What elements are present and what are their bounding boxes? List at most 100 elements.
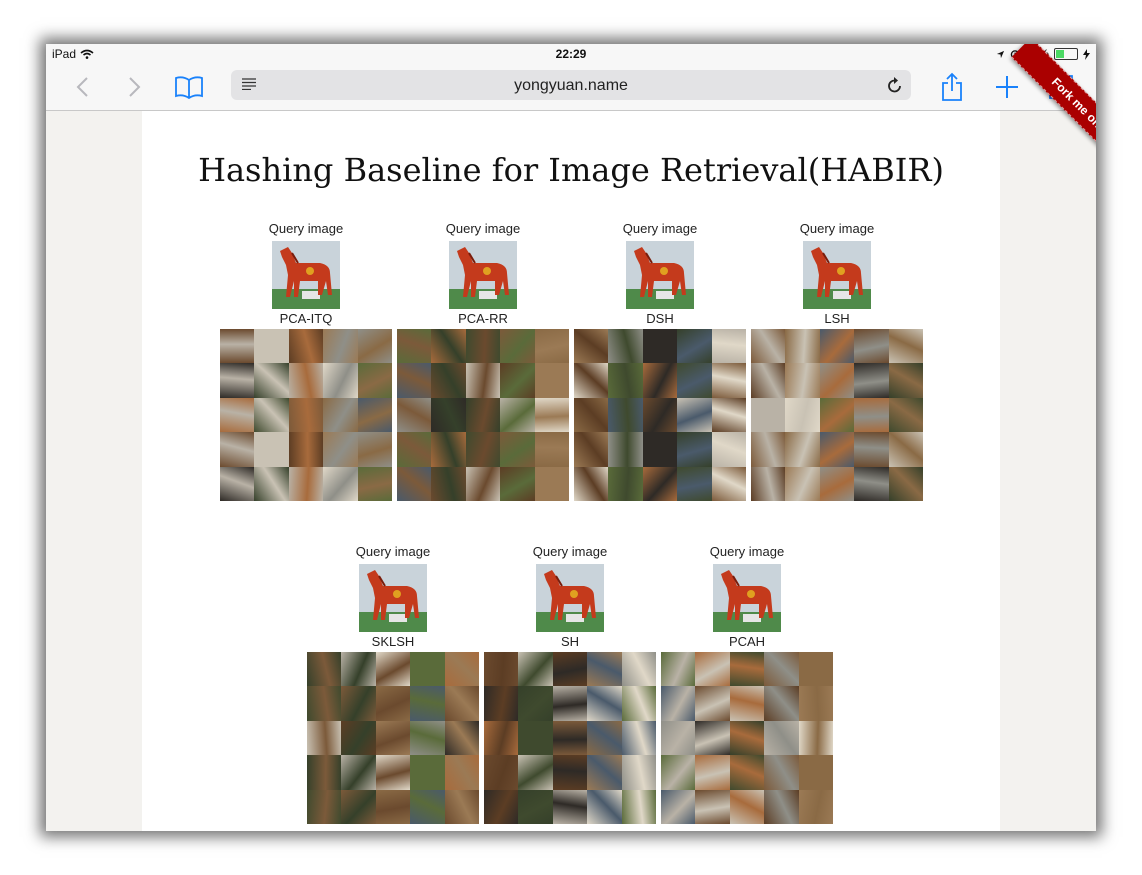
result-thumbnail <box>220 432 255 467</box>
address-bar[interactable]: yongyuan.name <box>231 70 911 100</box>
result-thumbnail <box>677 397 712 433</box>
query-image-label: Query image <box>622 221 698 236</box>
method-label: PCAH <box>728 634 766 649</box>
result-thumbnail <box>254 397 289 433</box>
retrieval-grid <box>574 329 746 501</box>
result-thumbnail <box>621 755 656 790</box>
result-thumbnail <box>397 432 432 467</box>
result-thumbnail <box>500 397 535 433</box>
result-thumbnail <box>397 397 432 433</box>
result-thumbnail <box>751 363 786 398</box>
bookmarks-button[interactable] <box>172 70 206 104</box>
method-label: SKLSH <box>371 634 415 649</box>
ipad-screen: iPad 22:29 40% <box>46 44 1096 831</box>
result-thumbnail <box>854 397 889 433</box>
result-thumbnail <box>764 720 799 756</box>
forward-icon <box>129 77 141 97</box>
result-thumbnail <box>444 720 479 756</box>
result-thumbnail <box>751 466 786 501</box>
result-thumbnail <box>484 755 519 790</box>
forward-button[interactable] <box>118 70 152 104</box>
result-thumbnail <box>220 397 255 433</box>
bookmarks-icon <box>175 76 203 99</box>
result-thumbnail <box>608 329 643 364</box>
query-image-label: Query image <box>445 221 521 236</box>
result-thumbnail <box>711 432 746 467</box>
result-thumbnail <box>375 720 411 756</box>
result-thumbnail <box>307 686 342 721</box>
result-thumbnail <box>307 652 342 687</box>
query-image <box>626 241 694 309</box>
web-page: Hashing Baseline for Image Retrieval(HAB… <box>142 111 1000 831</box>
result-block: Query image SH <box>484 544 656 824</box>
url-text: yongyuan.name <box>514 77 628 94</box>
result-thumbnail <box>341 652 376 687</box>
result-thumbnail <box>888 432 923 467</box>
result-thumbnail <box>621 720 656 756</box>
reader-icon[interactable] <box>241 78 257 90</box>
result-thumbnail <box>484 789 519 824</box>
result-thumbnail <box>375 686 411 721</box>
charging-icon <box>1083 48 1090 60</box>
result-thumbnail <box>587 686 622 721</box>
result-thumbnail <box>751 397 786 433</box>
new-tab-button[interactable] <box>990 70 1024 104</box>
result-thumbnail <box>642 329 678 364</box>
result-thumbnail <box>695 720 730 756</box>
result-thumbnail <box>798 755 833 790</box>
result-thumbnail <box>695 686 730 721</box>
query-image-label: Query image <box>268 221 344 236</box>
result-thumbnail <box>587 720 622 756</box>
result-thumbnail <box>410 686 445 721</box>
result-thumbnail <box>677 432 712 467</box>
result-thumbnail <box>357 466 392 501</box>
result-thumbnail <box>677 363 712 398</box>
result-thumbnail <box>431 432 466 467</box>
share-button[interactable] <box>935 70 969 104</box>
result-thumbnail <box>642 397 678 433</box>
result-thumbnail <box>307 720 342 756</box>
result-thumbnail <box>357 363 392 398</box>
result-thumbnail <box>751 432 786 467</box>
result-thumbnail <box>323 363 358 398</box>
result-thumbnail <box>785 397 820 433</box>
result-thumbnail <box>431 397 466 433</box>
result-thumbnail <box>854 329 889 364</box>
result-thumbnail <box>357 329 392 364</box>
back-button[interactable] <box>65 70 99 104</box>
result-thumbnail <box>518 789 553 824</box>
result-thumbnail <box>220 363 255 398</box>
result-thumbnail <box>785 432 820 467</box>
result-thumbnail <box>711 397 746 433</box>
result-thumbnail <box>798 686 833 721</box>
query-image <box>449 241 517 309</box>
result-thumbnail <box>677 329 712 364</box>
result-block: Query image PCAH <box>661 544 833 824</box>
result-thumbnail <box>621 652 656 687</box>
result-thumbnail <box>444 789 479 824</box>
result-thumbnail <box>587 755 622 790</box>
retrieval-grid <box>751 329 923 501</box>
result-thumbnail <box>764 789 799 824</box>
result-thumbnail <box>764 686 799 721</box>
query-image <box>272 241 340 309</box>
result-thumbnail <box>574 466 609 501</box>
retrieval-grid <box>397 329 569 501</box>
result-block: Query image PCA-RR <box>397 221 569 501</box>
result-thumbnail <box>677 466 712 501</box>
result-thumbnail <box>661 652 696 687</box>
result-thumbnail <box>587 652 622 687</box>
result-thumbnail <box>500 363 535 398</box>
result-thumbnail <box>661 789 696 824</box>
result-thumbnail <box>341 755 376 790</box>
retrieval-grid <box>661 652 833 824</box>
result-thumbnail <box>375 652 411 687</box>
result-thumbnail <box>288 432 324 467</box>
result-thumbnail <box>552 720 588 756</box>
reload-icon[interactable] <box>887 76 903 94</box>
result-thumbnail <box>695 789 730 824</box>
clock: 22:29 <box>555 47 587 61</box>
result-thumbnail <box>534 363 569 398</box>
result-thumbnail <box>518 755 553 790</box>
result-thumbnail <box>254 329 289 364</box>
